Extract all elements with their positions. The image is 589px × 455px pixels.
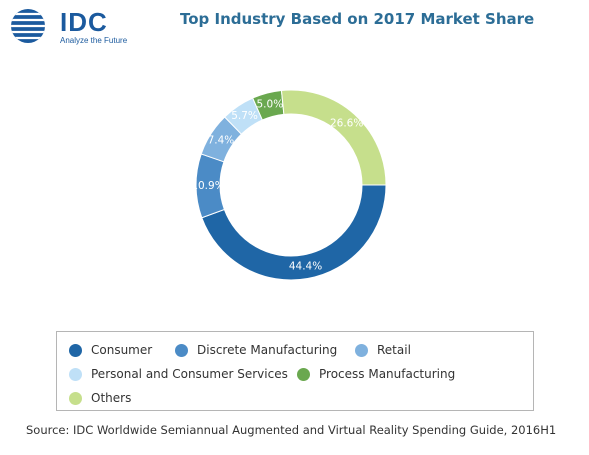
slice-label: 5.0% (257, 99, 284, 111)
legend-label: Discrete Manufacturing (197, 343, 338, 357)
chart-legend: Consumer Discrete Manufacturing Retail Pers… (56, 331, 534, 411)
donut-chart: 44.4% 10.9% 7.4% 5.7%5.0% 26.6% (191, 89, 387, 280)
logo-tagline: Analyze the Future (60, 36, 128, 45)
legend-swatch (69, 391, 82, 405)
chart-title: Top Industry Based on 2017 Market Share (180, 10, 535, 28)
legend-swatch (297, 367, 310, 381)
legend-item: Process Manufacturing (297, 366, 455, 382)
source-note: Source: IDC Worldwide Semiannual Augment… (26, 423, 557, 437)
legend-swatch (175, 343, 188, 357)
legend-label: Retail (377, 343, 411, 357)
slice-label: 7.4% (208, 135, 235, 147)
legend-item: Retail (355, 342, 411, 358)
legend-swatch (69, 367, 82, 381)
legend-item: Discrete Manufacturing (175, 342, 337, 358)
slice-label: 5.7% (231, 110, 258, 122)
legend-label: Consumer (91, 343, 153, 357)
idc-logo: IDC Analyze the Future (8, 6, 168, 46)
legend-swatch (355, 343, 368, 357)
slice-label: 44.4% (289, 261, 322, 273)
legend-label: Others (91, 391, 132, 405)
globe-icon (11, 9, 45, 43)
legend-label: Process Manufacturing (319, 367, 456, 381)
legend-swatch (69, 343, 82, 357)
slice-label: 26.6% (330, 117, 363, 129)
legend-label: Personal and Consumer Services (91, 367, 288, 381)
logo-text: IDC (60, 7, 108, 37)
legend-item: Others (69, 390, 131, 406)
slice-others (280, 89, 387, 186)
slice-label: 10.9% (191, 180, 224, 192)
legend-item: Personal and Consumer Services (69, 366, 288, 382)
legend-item: Consumer (69, 342, 152, 358)
